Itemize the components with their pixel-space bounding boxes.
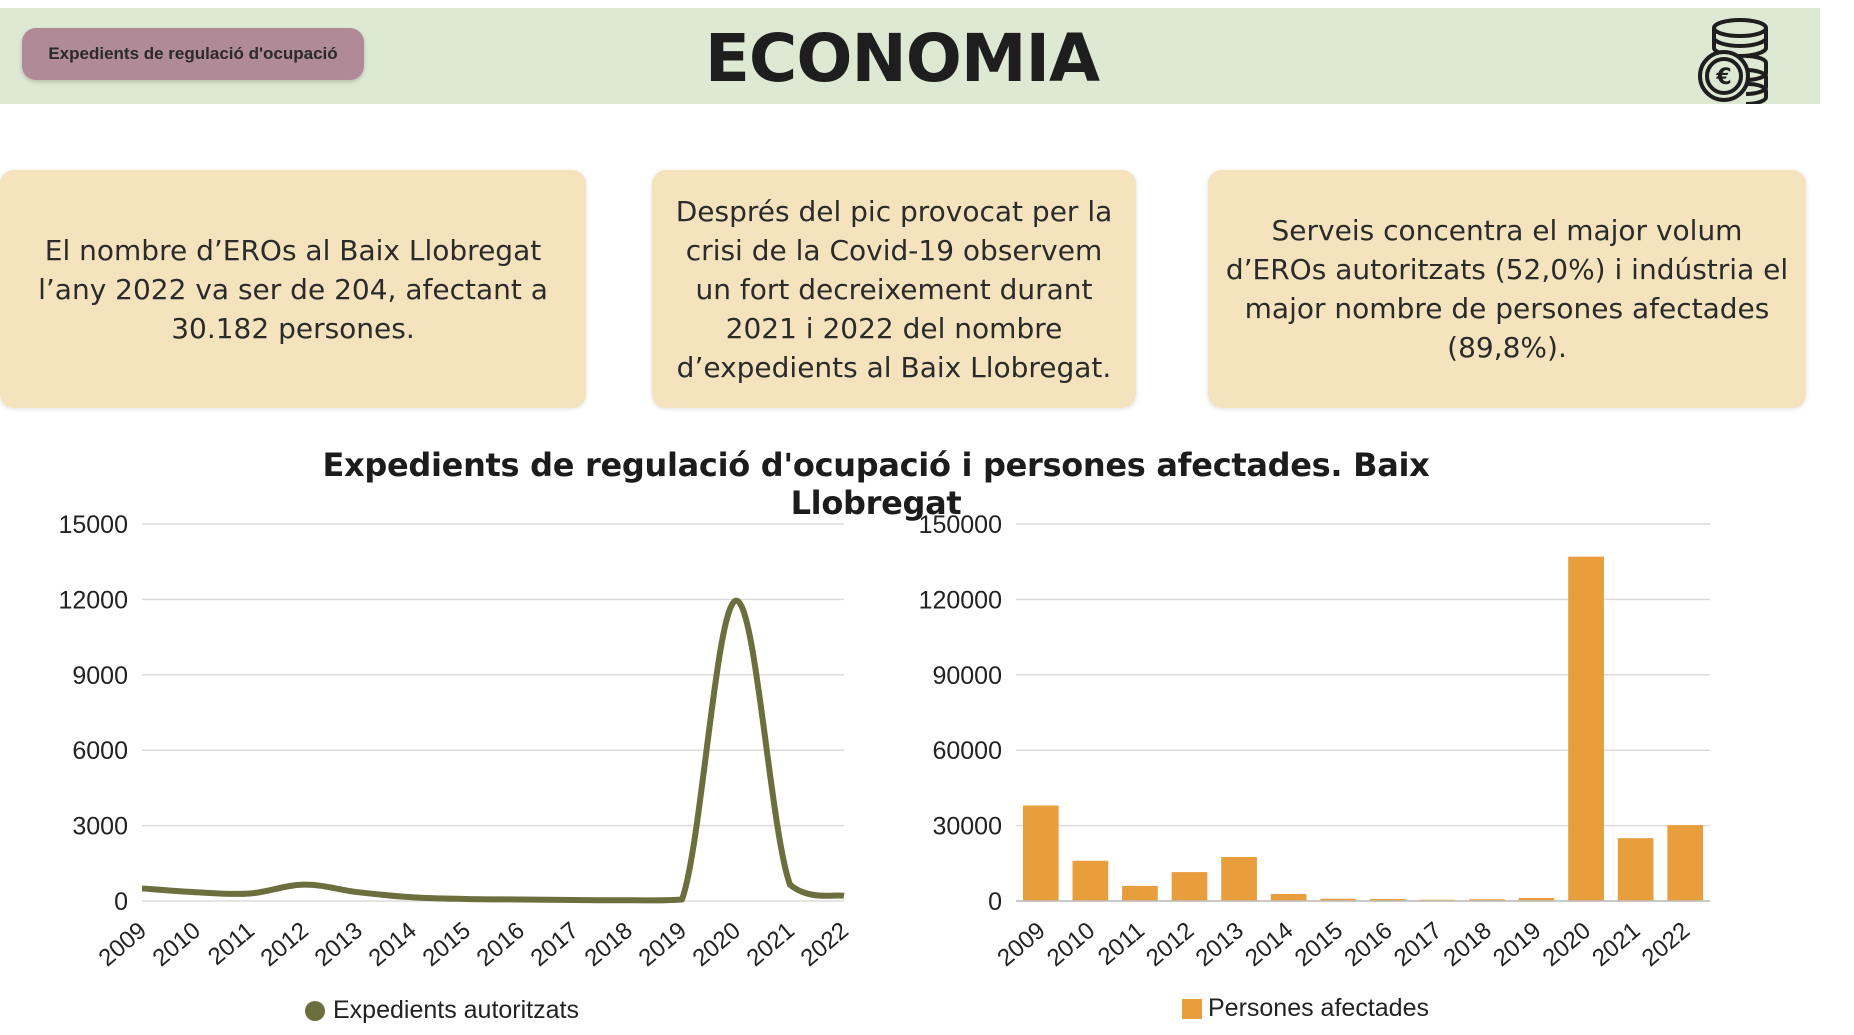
line-chart-xtick-label: 2013 bbox=[310, 917, 368, 972]
bar-2011 bbox=[1122, 885, 1158, 901]
bar-2014 bbox=[1270, 893, 1307, 901]
bar-chart-xtick-label: 2009 bbox=[992, 917, 1050, 972]
bar-2009 bbox=[1022, 805, 1059, 901]
bar-chart-xtick-label: 2022 bbox=[1637, 917, 1695, 972]
bar-chart-xtick-label: 2010 bbox=[1042, 917, 1100, 972]
line-chart-ytick-label: 9000 bbox=[72, 662, 128, 690]
bar-chart-xtick-label: 2013 bbox=[1191, 917, 1249, 972]
bar-2021 bbox=[1617, 838, 1654, 901]
bar-chart-xtick-label: 2018 bbox=[1439, 917, 1497, 972]
bar-chart-xtick-label: 2014 bbox=[1240, 917, 1298, 972]
line-chart-ytick-label: 3000 bbox=[72, 813, 128, 841]
bar-chart-ytick-label: 150000 bbox=[919, 511, 1002, 539]
line-chart-xtick-label: 2022 bbox=[796, 917, 854, 972]
bar-2015 bbox=[1320, 898, 1357, 901]
line-chart-xtick-label: 2019 bbox=[634, 917, 692, 972]
line-chart-xtick-label: 2014 bbox=[364, 917, 422, 972]
bar-2016 bbox=[1369, 898, 1406, 901]
info-card-text: Serveis concentra el major volum d’EROs … bbox=[1225, 214, 1789, 364]
bar-chart-xtick-label: 2011 bbox=[1093, 917, 1150, 971]
bar-chart-xtick-label: 2012 bbox=[1141, 917, 1199, 972]
line-chart-xtick-label: 2016 bbox=[472, 917, 530, 972]
page-title: ECONOMIA bbox=[704, 20, 1100, 97]
legend-marker bbox=[305, 1000, 325, 1021]
legend-label: Expedients autoritzats bbox=[333, 996, 579, 1024]
bar-2019 bbox=[1518, 897, 1555, 901]
bar-chart-ytick-label: 120000 bbox=[919, 586, 1002, 614]
bar-2020 bbox=[1568, 556, 1604, 901]
legend-label: Persones afectades bbox=[1208, 994, 1429, 1022]
legend-expedients: Expedients autoritzats bbox=[305, 996, 579, 1025]
info-card-sectors: Serveis concentra el major volum d’EROs … bbox=[1208, 170, 1806, 408]
line-chart-ytick-label: 15000 bbox=[58, 511, 128, 539]
info-card-eros-2022: El nombre d’EROs al Baix Llobregat l’any… bbox=[0, 170, 586, 408]
line-chart-xtick-label: 2017 bbox=[526, 917, 584, 972]
line-chart-xtick-label: 2020 bbox=[688, 917, 746, 972]
line-chart-xtick-label: 2015 bbox=[418, 917, 476, 972]
bar-chart-xtick-label: 2020 bbox=[1538, 917, 1596, 972]
line-chart-xtick-label: 2012 bbox=[256, 917, 314, 972]
line-chart-xtick-label: 2010 bbox=[148, 917, 206, 972]
svg-text:€: € bbox=[1715, 65, 1731, 90]
coins-euro-icon: € bbox=[1698, 18, 1768, 104]
line-chart-ytick-label: 0 bbox=[114, 888, 128, 916]
info-card-text: Després del pic provocat per la crisi de… bbox=[675, 194, 1113, 384]
line-chart-xtick-label: 2018 bbox=[580, 917, 638, 972]
bar-2010 bbox=[1072, 860, 1109, 901]
bar-2022 bbox=[1667, 825, 1704, 901]
bar-chart-ytick-label: 90000 bbox=[932, 662, 1002, 690]
bar-2012 bbox=[1171, 872, 1208, 901]
bar-chart-ytick-label: 0 bbox=[988, 888, 1002, 916]
bar-2018 bbox=[1469, 899, 1505, 901]
bar-chart-ytick-label: 30000 bbox=[932, 813, 1002, 841]
series-line-expedients bbox=[141, 597, 845, 904]
charts-area: 0300060009000120001500020092010201120122… bbox=[58, 511, 1710, 972]
section-tag: Expedients de regulació d'ocupació bbox=[22, 28, 364, 80]
bar-2013 bbox=[1221, 857, 1257, 901]
legend-marker bbox=[1182, 998, 1202, 1019]
chart-title: Expedients de regulació d'ocupació i per… bbox=[322, 446, 1430, 522]
legend-persones: Persones afectades bbox=[1182, 994, 1429, 1023]
bar-chart-xtick-label: 2021 bbox=[1587, 917, 1645, 972]
bar-chart-xtick-label: 2016 bbox=[1339, 917, 1397, 972]
line-chart-ytick-label: 12000 bbox=[58, 586, 128, 614]
bar-chart-ytick-label: 60000 bbox=[932, 737, 1002, 765]
line-chart-ytick-label: 6000 bbox=[72, 737, 128, 765]
bar-chart-xtick-label: 2019 bbox=[1488, 917, 1546, 972]
bar-chart-xtick-label: 2017 bbox=[1389, 917, 1447, 972]
line-chart-xtick-label: 2011 bbox=[203, 917, 260, 971]
line-chart-xtick-label: 2021 bbox=[742, 917, 800, 972]
line-chart-xtick-label: 2009 bbox=[94, 917, 152, 972]
bar-chart-xtick-label: 2015 bbox=[1290, 917, 1348, 972]
info-card-covid-trend: Després del pic provocat per la crisi de… bbox=[652, 170, 1136, 408]
info-card-text: El nombre d’EROs al Baix Llobregat l’any… bbox=[38, 233, 548, 345]
